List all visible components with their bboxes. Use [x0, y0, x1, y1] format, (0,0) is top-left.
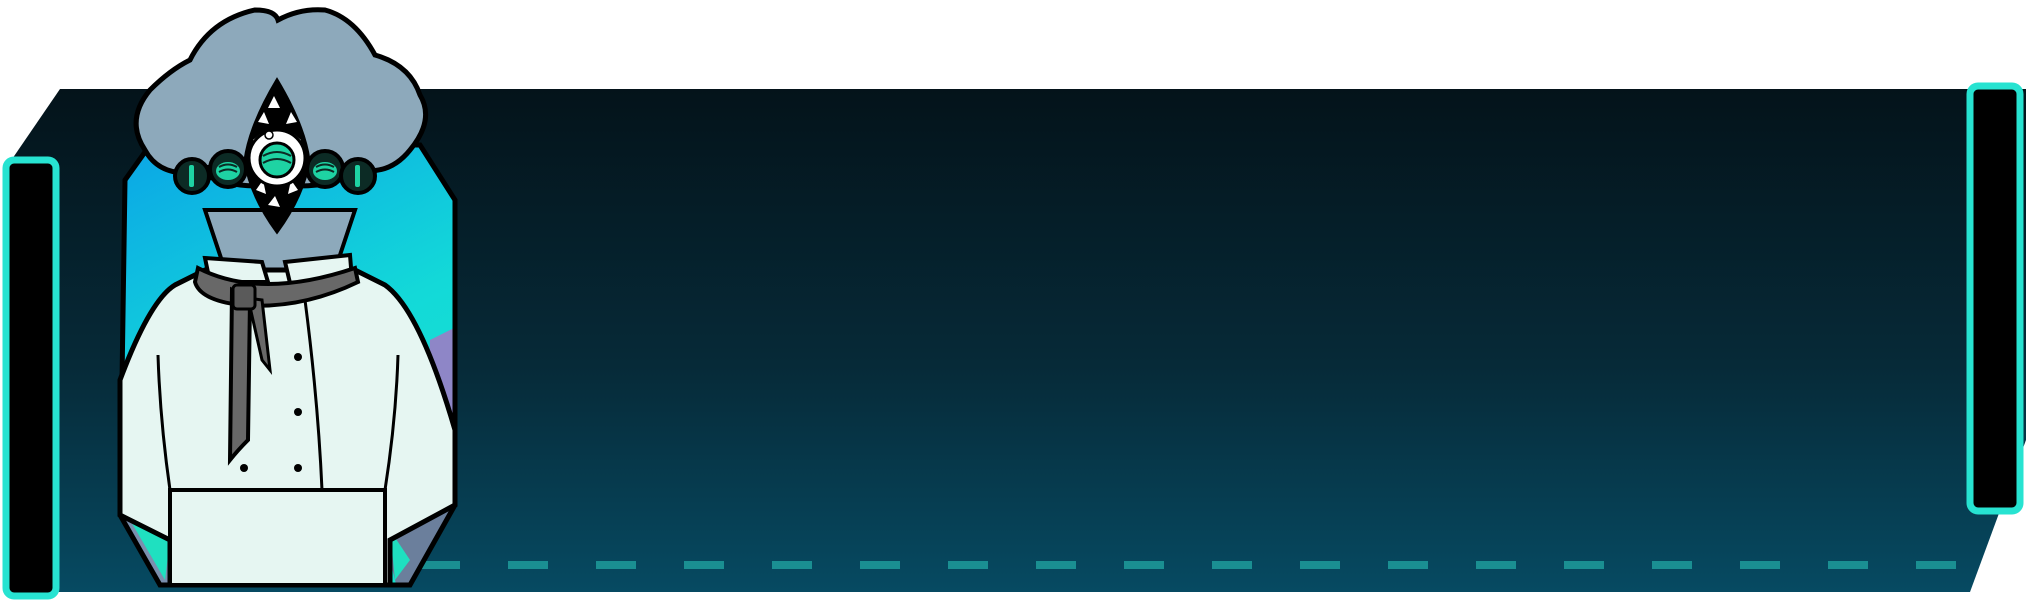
chef-character-icon: [117, 7, 458, 588]
dialogue-panel: [8, 89, 2026, 592]
right-gauge-icon: [1966, 82, 2024, 515]
dialogue-text[interactable]: [500, 140, 1900, 520]
left-gauge-icon: [2, 156, 60, 600]
